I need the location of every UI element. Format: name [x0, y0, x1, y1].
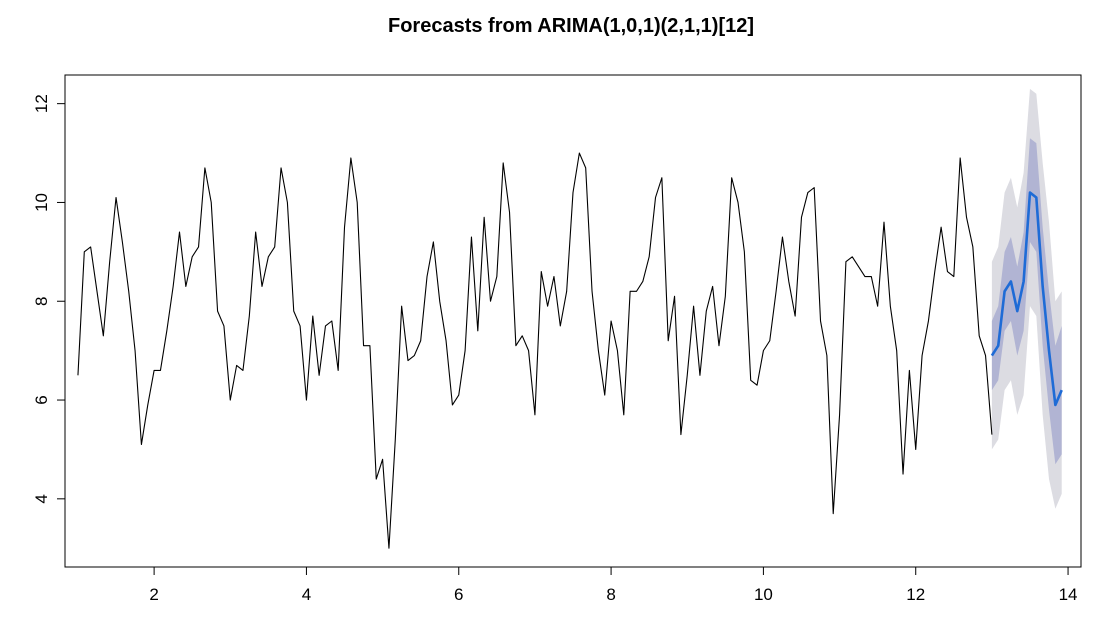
- x-axis: 2 4 6 8 10 12 14: [149, 566, 1078, 604]
- prediction-intervals: [991, 88, 1062, 509]
- y-tick-label: 6: [32, 395, 51, 404]
- series-lines: [77, 152, 1063, 549]
- y-tick-label: 12: [32, 94, 51, 113]
- x-tick-label: 8: [606, 585, 615, 604]
- forecast-series-line: [990, 191, 1063, 407]
- y-axis: 4 6 8 10 12: [32, 94, 66, 504]
- y-tick-label: 4: [32, 494, 51, 503]
- x-tick-label: 14: [1059, 585, 1078, 604]
- y-tick-label: 8: [32, 297, 51, 306]
- x-tick-label: 10: [754, 585, 773, 604]
- observed-series-line: [77, 152, 993, 549]
- x-tick-label: 12: [906, 585, 925, 604]
- y-tick-label: 10: [32, 193, 51, 212]
- pi80-band: [991, 138, 1062, 465]
- chart-title: Forecasts from ARIMA(1,0,1)(2,1,1)[12]: [388, 15, 754, 37]
- pi95-band: [991, 88, 1062, 509]
- x-tick-label: 4: [302, 585, 311, 604]
- x-tick-label: 2: [149, 585, 158, 604]
- x-tick-label: 6: [454, 585, 463, 604]
